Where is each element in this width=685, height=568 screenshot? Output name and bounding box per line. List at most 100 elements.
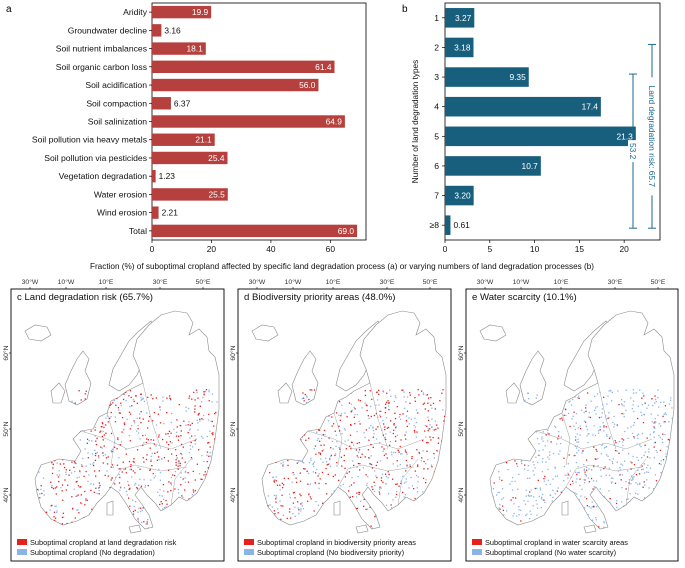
cropland-pixel — [659, 449, 662, 452]
cropland-pixel — [94, 454, 97, 457]
cropland-pixel — [340, 485, 342, 487]
cropland-pixel — [315, 453, 317, 455]
cropland-pixel — [636, 434, 639, 436]
cropland-pixel — [414, 417, 416, 419]
lon-tick-label: 30°W — [22, 278, 39, 286]
cropland-pixel — [145, 441, 147, 444]
cropland-pixel — [410, 418, 412, 421]
cropland-pixel — [95, 443, 98, 446]
cropland-pixel — [613, 443, 615, 445]
cropland-pixel — [609, 390, 612, 392]
cropland-pixel — [418, 394, 420, 396]
cropland-pixel — [355, 507, 358, 510]
lon-tick-label: 50°E — [196, 278, 211, 286]
cropland-pixel — [158, 436, 160, 438]
cropland-pixel — [375, 404, 377, 406]
cropland-pixel — [641, 403, 644, 406]
cropland-pixel — [521, 459, 523, 462]
cropland-pixel — [163, 506, 166, 509]
cropland-pixel — [612, 458, 614, 460]
cropland-pixel — [372, 426, 374, 428]
cropland-pixel — [621, 464, 624, 466]
cropland-pixel — [587, 433, 589, 435]
cropland-pixel — [301, 397, 303, 400]
cropland-pixel — [360, 500, 362, 503]
cropland-pixel — [267, 505, 269, 507]
cropland-pixel — [289, 508, 291, 510]
cropland-pixel — [646, 407, 648, 409]
cropland-pixel — [406, 453, 408, 455]
cropland-pixel — [658, 434, 660, 437]
cropland-pixel — [417, 480, 419, 483]
cropland-pixel — [599, 488, 601, 490]
cropland-pixel — [367, 476, 369, 478]
cropland-pixel — [595, 480, 598, 482]
cropland-pixel — [437, 427, 439, 429]
cropland-pixel — [633, 392, 635, 394]
cropland-pixel — [541, 471, 544, 473]
legend-label-low: Suboptimal cropland (No biodiversity pri… — [257, 548, 404, 557]
cropland-pixel — [623, 416, 625, 418]
cropland-pixel — [308, 461, 311, 464]
cropland-pixel — [513, 503, 515, 505]
cropland-pixel — [95, 452, 97, 455]
cropland-pixel — [605, 446, 607, 449]
cropland-pixel — [93, 491, 95, 493]
cropland-pixel — [93, 461, 95, 464]
cropland-pixel — [275, 501, 277, 503]
cropland-pixel — [149, 469, 151, 472]
cropland-pixel — [608, 412, 610, 414]
cropland-pixel — [136, 430, 138, 432]
cropland-pixel — [430, 439, 432, 441]
cropland-pixel — [606, 433, 608, 436]
cropland-pixel — [637, 459, 640, 461]
cropland-pixel — [422, 403, 425, 405]
cropland-pixel — [366, 508, 369, 510]
cropland-pixel — [350, 423, 352, 426]
cropland-pixel — [663, 413, 665, 415]
cropland-pixel — [385, 401, 388, 403]
cropland-pixel — [388, 493, 390, 495]
cropland-pixel — [349, 467, 351, 469]
cropland-pixel — [329, 458, 331, 460]
cropland-pixel — [577, 441, 580, 443]
cropland-pixel — [363, 498, 365, 501]
cropland-pixel — [129, 505, 131, 507]
cropland-pixel — [405, 415, 408, 417]
cropland-pixel — [552, 452, 555, 455]
cropland-pixel — [269, 504, 271, 506]
cropland-pixel — [135, 482, 137, 485]
cropland-pixel — [324, 457, 327, 459]
cropland-pixel — [204, 390, 206, 393]
cropland-pixel — [403, 482, 406, 484]
cropland-pixel — [394, 412, 396, 414]
cropland-pixel — [201, 478, 203, 480]
cropland-pixel — [128, 395, 130, 397]
cropland-pixel — [335, 453, 337, 455]
cropland-pixel — [596, 506, 598, 508]
cropland-pixel — [615, 502, 618, 505]
cropland-pixel — [430, 404, 432, 406]
cropland-pixel — [628, 452, 630, 455]
panel-a-category-label: Aridity — [123, 7, 148, 17]
cropland-pixel — [311, 389, 313, 391]
cropland-pixel — [134, 484, 136, 486]
cropland-pixel — [146, 412, 148, 414]
cropland-pixel — [636, 456, 638, 459]
cropland-pixel — [209, 451, 211, 454]
cropland-pixel — [539, 487, 542, 489]
cropland-pixel — [586, 504, 589, 507]
cropland-pixel — [554, 467, 556, 469]
cropland-pixel — [131, 405, 133, 407]
cropland-pixel — [165, 506, 167, 508]
cropland-pixel — [315, 500, 317, 503]
cropland-pixel — [304, 468, 306, 470]
panel-a-bar — [152, 169, 156, 183]
cropland-pixel — [349, 434, 352, 436]
cropland-pixel — [618, 440, 621, 443]
cropland-pixel — [70, 472, 73, 474]
cropland-pixel — [112, 402, 114, 404]
cropland-pixel — [657, 396, 659, 399]
cropland-pixel — [169, 441, 172, 443]
cropland-pixel — [530, 489, 532, 491]
